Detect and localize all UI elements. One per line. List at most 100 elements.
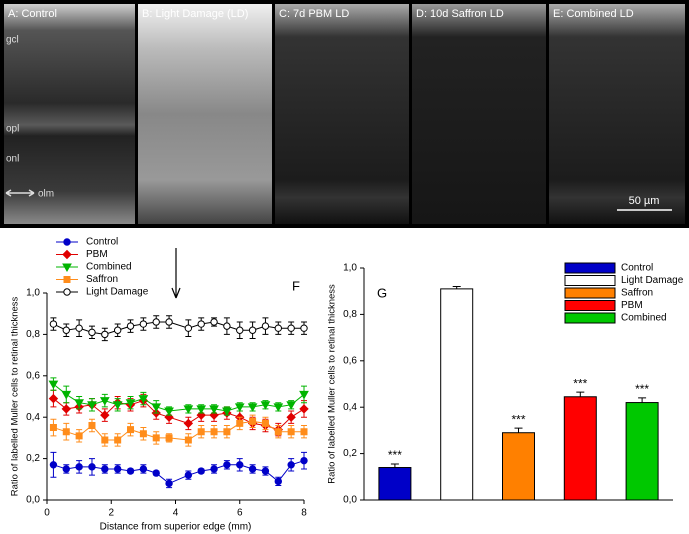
layer-label: olm xyxy=(38,189,54,200)
y-tick-label: 0,4 xyxy=(343,402,357,413)
marker xyxy=(127,426,135,434)
marker xyxy=(61,390,72,400)
marker xyxy=(261,467,270,475)
marker xyxy=(234,403,245,412)
y-tick-label: 1,0 xyxy=(26,288,40,299)
bar xyxy=(378,467,412,501)
legend-label: Control xyxy=(621,263,653,274)
marker xyxy=(152,469,160,477)
marker xyxy=(299,404,309,414)
micrograph xyxy=(138,4,272,224)
y-tick-label: 0,6 xyxy=(343,355,357,366)
marker xyxy=(184,471,193,479)
significance: *** xyxy=(388,448,402,462)
marker xyxy=(197,320,205,328)
legend-label: Light Damage xyxy=(621,275,684,286)
error-bar xyxy=(638,397,647,403)
marker xyxy=(88,421,96,429)
panel-label: F xyxy=(292,278,300,293)
marker xyxy=(274,477,282,486)
marker xyxy=(125,399,136,408)
x-tick-label: 6 xyxy=(237,508,243,519)
marker xyxy=(48,380,59,390)
marker xyxy=(261,322,270,330)
marker xyxy=(210,465,218,473)
y-tick-label: 0,2 xyxy=(26,453,40,464)
marker xyxy=(287,324,295,332)
y-tick-label: 0,0 xyxy=(343,495,357,506)
significance: *** xyxy=(573,376,587,390)
marker xyxy=(62,428,70,436)
marker xyxy=(62,465,70,473)
image-label: A: Control xyxy=(8,8,57,20)
marker xyxy=(287,428,295,436)
micrograph xyxy=(412,4,546,224)
layer-label: gcl xyxy=(6,35,19,46)
y-tick-label: 0,2 xyxy=(343,448,357,459)
y-axis-label: Ratio of labelled Muller cells to retina… xyxy=(10,296,21,496)
legend-label: Saffron xyxy=(86,274,118,285)
marker xyxy=(61,404,71,414)
marker xyxy=(87,401,97,410)
marker xyxy=(286,412,296,422)
marker xyxy=(183,405,194,414)
marker xyxy=(222,407,232,416)
y-axis-label: Ratio of labelled Muller cells to retina… xyxy=(327,284,338,484)
arrow xyxy=(5,189,35,197)
marker xyxy=(152,434,160,442)
layer-label: opl xyxy=(6,124,19,135)
arrow xyxy=(171,248,181,299)
legend-swatch xyxy=(564,262,616,274)
marker xyxy=(126,322,135,330)
marker xyxy=(139,465,148,473)
marker xyxy=(165,479,173,488)
legend-label: PBM xyxy=(86,249,108,260)
error-bar xyxy=(514,427,523,433)
marker xyxy=(273,403,284,412)
marker xyxy=(113,465,122,473)
marker xyxy=(300,428,308,436)
marker xyxy=(101,330,109,339)
marker xyxy=(126,467,135,475)
marker xyxy=(151,403,162,412)
marker xyxy=(49,424,57,432)
marker xyxy=(274,324,282,332)
marker xyxy=(48,393,59,404)
marker xyxy=(184,436,192,444)
marker xyxy=(62,326,70,334)
image-label: D: 10d Saffron LD xyxy=(416,8,504,20)
marker xyxy=(165,318,173,326)
marker xyxy=(261,419,269,427)
marker xyxy=(223,461,231,469)
marker xyxy=(247,403,258,412)
legend-label: Light Damage xyxy=(86,287,149,298)
layer-label: onl xyxy=(6,154,19,165)
y-tick-label: 0,6 xyxy=(26,370,40,381)
marker xyxy=(183,418,194,429)
marker xyxy=(164,407,174,416)
legend-label: Control xyxy=(86,237,118,248)
marker xyxy=(299,390,309,400)
legend-label: Combined xyxy=(86,262,132,273)
x-tick-label: 8 xyxy=(301,508,307,519)
image-label: B: Light Damage (LD) xyxy=(142,8,248,20)
scale-label: 50 µm xyxy=(629,195,660,207)
marker xyxy=(197,467,205,475)
y-tick-label: 0,8 xyxy=(343,309,357,320)
marker xyxy=(63,276,71,283)
marker xyxy=(287,461,295,469)
marker xyxy=(75,432,83,440)
marker xyxy=(101,465,109,473)
marker xyxy=(74,399,84,408)
marker xyxy=(113,326,122,334)
marker xyxy=(260,401,271,410)
legend-label: Saffron xyxy=(621,288,653,299)
legend-label: Combined xyxy=(621,313,667,324)
marker xyxy=(63,238,71,246)
x-tick-label: 0 xyxy=(44,508,50,519)
significance: *** xyxy=(511,412,525,426)
marker xyxy=(249,417,257,425)
bar xyxy=(502,432,535,501)
marker xyxy=(62,249,72,260)
marker xyxy=(49,320,58,328)
